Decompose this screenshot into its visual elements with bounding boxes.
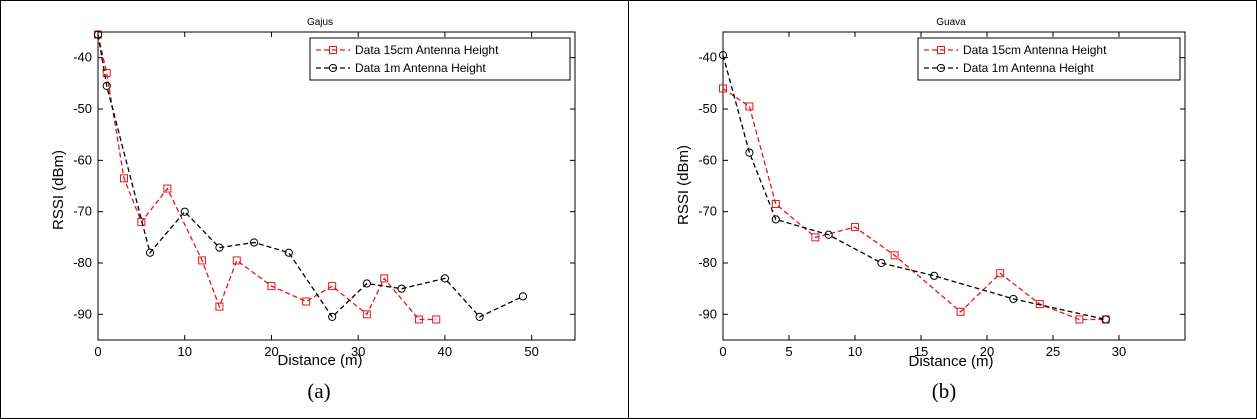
data-point-circle <box>440 274 450 283</box>
x-tick-label: 10 <box>177 344 191 359</box>
x-tick-label: 10 <box>848 344 862 359</box>
data-point-circle <box>771 215 780 224</box>
data-point-square <box>163 184 172 193</box>
data-point-circle <box>824 230 833 239</box>
data-point-square <box>745 102 754 111</box>
data-point-circle <box>284 248 293 257</box>
axes-box <box>97 31 576 341</box>
data-point-circle <box>102 81 111 91</box>
data-point-circle <box>328 312 337 321</box>
data-point-square <box>771 199 780 208</box>
data-point-circle <box>328 63 338 73</box>
data-point-square <box>102 69 111 78</box>
y-axis-label: RSSI (dBm) <box>675 145 692 225</box>
x-tick-label: 5 <box>785 344 792 359</box>
data-point-square <box>137 217 146 226</box>
data-point-square <box>232 256 241 265</box>
x-axis-label: Distance (m) <box>908 353 993 370</box>
data-point-circle <box>936 63 946 73</box>
data-point-square <box>414 315 423 324</box>
data-point-circle <box>145 248 155 257</box>
data-point-square <box>362 310 371 319</box>
y-tick-label: -70 <box>698 204 717 219</box>
x-tick-label: 25 <box>1046 344 1060 359</box>
data-point-square <box>1075 315 1084 324</box>
data-point-circle <box>518 292 528 301</box>
x-tick-label: 0 <box>94 344 101 359</box>
x-tick-label: 50 <box>524 344 538 359</box>
data-point-square <box>267 282 276 291</box>
x-tick-label: 0 <box>719 344 726 359</box>
y-tick-label: -40 <box>73 50 92 65</box>
data-point-square <box>198 256 207 265</box>
chart-guava: Guava 0 5 10 15 20 25 30 -40 -50 -60 -70 -80 -90 Data… <box>675 17 1186 403</box>
x-tick-label: 40 <box>438 344 452 359</box>
x-tick-label: 20 <box>264 344 278 359</box>
data-point-square <box>811 233 820 242</box>
legend-box <box>309 37 571 81</box>
legend-box <box>917 37 1181 81</box>
chart-gajus: Gajus 0 10 20 30 40 50 -40 -50 -60 -70 -80 -90 Data … <box>50 17 576 403</box>
data-point-circle <box>250 238 259 247</box>
y-tick-label: -60 <box>73 152 92 167</box>
data-point-circle <box>877 258 886 268</box>
data-point-square <box>956 307 965 316</box>
x-tick-label: 30 <box>351 344 365 359</box>
chart-title: Gajus <box>307 17 333 28</box>
data-point-circle <box>180 207 189 216</box>
plot-area: 0 10 20 30 40 50 -40 -50 -60 -70 -80 -90 Data 15cm A… <box>73 30 576 359</box>
series-line <box>97 34 524 318</box>
y-tick-label: -90 <box>698 306 717 321</box>
data-point-circle <box>718 51 728 60</box>
data-point-circle <box>397 284 406 293</box>
data-point-square <box>329 46 337 54</box>
legend-label: Data 1m Antenna Height <box>355 61 486 75</box>
data-point-square <box>719 84 727 93</box>
panel-caption: (b) <box>932 379 957 403</box>
y-tick-label: -50 <box>698 101 717 116</box>
data-point-square <box>432 315 441 324</box>
y-tick-label: -60 <box>698 152 717 167</box>
data-point-square <box>996 269 1005 278</box>
y-tick-label: -80 <box>73 255 92 270</box>
y-tick-label: -90 <box>73 306 92 321</box>
plot-area: 0 5 10 15 20 25 30 -40 -50 -60 -70 -80 -90 Data 15cm … <box>698 31 1186 359</box>
data-point-square <box>328 282 337 291</box>
x-tick-label: 15 <box>914 344 928 359</box>
legend-label: Data 1m Antenna Height <box>963 61 1094 75</box>
data-point-circle <box>93 30 103 39</box>
series-line <box>97 34 437 321</box>
data-point-circle <box>475 312 484 321</box>
axes-box <box>722 31 1186 341</box>
data-point-square <box>302 297 311 306</box>
y-tick-label: -50 <box>73 101 92 116</box>
y-axis-label: RSSI (dBm) <box>50 150 67 230</box>
data-point-square <box>380 274 389 283</box>
legend-label: Data 15cm Antenna Height <box>963 43 1107 57</box>
data-point-circle <box>362 279 371 288</box>
data-point-circle <box>1101 315 1110 324</box>
x-tick-label: 30 <box>1112 344 1126 359</box>
data-point-square <box>851 223 859 232</box>
x-axis-label: Distance (m) <box>277 352 362 369</box>
data-point-square <box>120 174 129 183</box>
series-line <box>722 87 1106 321</box>
y-tick-label: -40 <box>698 50 717 65</box>
data-point-circle <box>930 271 939 280</box>
panel-caption: (a) <box>307 379 330 403</box>
y-tick-label: -70 <box>73 204 92 219</box>
data-point-circle <box>215 243 224 252</box>
chart-title: Guava <box>936 17 966 28</box>
legend-label: Data 15cm Antenna Height <box>355 43 499 57</box>
x-tick-label: 20 <box>980 344 994 359</box>
data-point-circle <box>745 148 754 157</box>
y-tick-label: -80 <box>698 255 717 270</box>
series-line <box>722 54 1106 321</box>
data-point-square <box>937 46 945 54</box>
data-point-square <box>215 302 224 311</box>
data-point-square <box>890 251 899 260</box>
data-point-circle <box>1009 294 1018 304</box>
